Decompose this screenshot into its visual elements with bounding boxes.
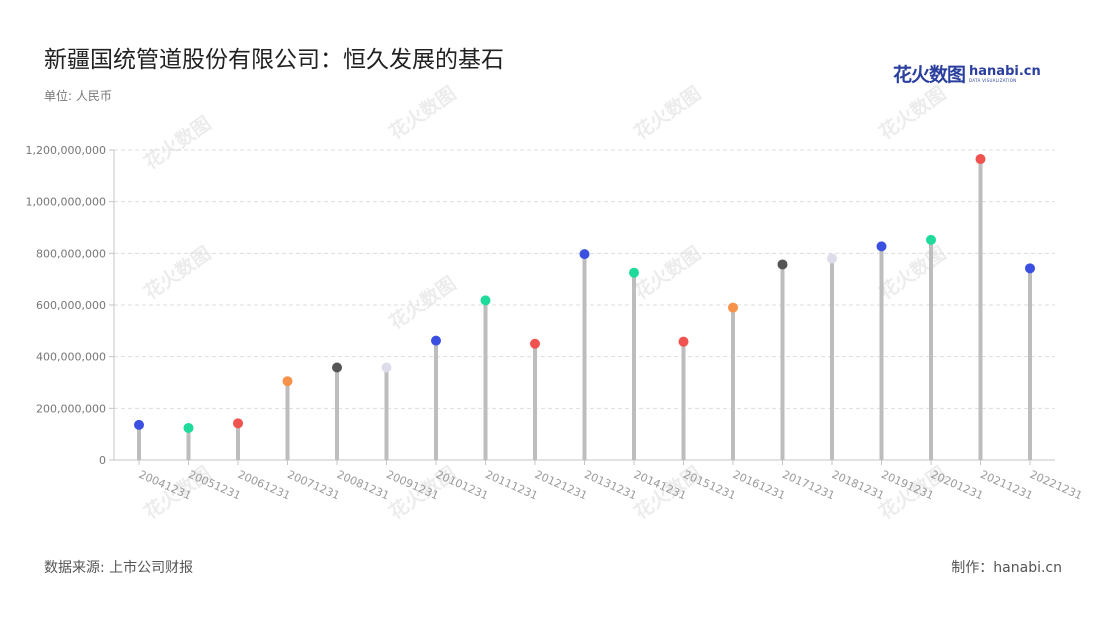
source-label: 数据来源: 上市公司财报: [44, 560, 194, 576]
lollipop-point: [926, 234, 936, 245]
watermark: 花火数图: [875, 82, 950, 144]
lollipop-point: [678, 336, 689, 347]
lollipop-point: [282, 376, 293, 387]
lollipop-point: [233, 418, 243, 429]
y-tick-label: 400,000,000: [36, 351, 106, 364]
x-tick-label: 20181231: [830, 468, 886, 503]
y-tick-label: 200,000,000: [36, 402, 106, 415]
watermark: 花火数图: [385, 272, 460, 334]
lollipop-point: [332, 362, 342, 373]
x-tick-label: 20131231: [582, 468, 638, 503]
y-tick-label: 1,200,000,000: [26, 144, 106, 157]
lollipop-point: [777, 259, 788, 270]
lollipop-point: [134, 419, 144, 430]
x-tick-label: 20111231: [483, 468, 539, 503]
brand-logo: 花火数图 hanabi.cn DATA VISUALIZATION: [893, 60, 1041, 87]
watermark: 花火数图: [630, 82, 705, 144]
x-tick-label: 20221231: [1028, 468, 1084, 503]
lollipop-point: [1025, 263, 1035, 274]
y-tick-label: 1,000,000,000: [26, 196, 106, 209]
watermark: 花火数图: [140, 242, 215, 304]
logo-text-en: hanabi.cn: [969, 63, 1041, 79]
x-tick-label: 20211231: [978, 468, 1034, 503]
chart-title: 新疆国统管道股份有限公司：恒久发展的基石: [44, 47, 504, 73]
x-tick-label: 20061231: [236, 468, 292, 503]
x-tick-label: 20081231: [335, 468, 391, 503]
x-tick-label: 20171231: [780, 468, 836, 503]
watermark: 花火数图: [385, 82, 460, 144]
watermark: 花火数图: [630, 242, 705, 304]
lollipop-point: [728, 302, 738, 313]
lollipop-point: [579, 249, 590, 260]
lollipop-point: [629, 267, 639, 278]
lollipop-point: [183, 422, 194, 433]
y-tick-label: 600,000,000: [36, 299, 106, 312]
logo-text-cn: 花火数图: [893, 64, 966, 86]
unit-label: 单位: 人民币: [44, 89, 112, 103]
y-tick-label: 0: [99, 454, 106, 467]
x-tick-label: 20071231: [285, 468, 341, 503]
lollipop-point: [480, 295, 491, 306]
watermark: 花火数图: [875, 242, 950, 304]
y-tick-label: 800,000,000: [36, 247, 106, 260]
lollipop-point: [530, 338, 540, 349]
lollipop-point: [827, 253, 837, 264]
lollipop-point: [381, 362, 392, 373]
credit-label: 制作：hanabi.cn: [951, 560, 1062, 576]
x-tick-label: 20121231: [533, 468, 589, 503]
logo-text-en-block: hanabi.cn DATA VISUALIZATION: [969, 65, 1041, 83]
lollipop-point: [876, 241, 887, 252]
lollipop-point: [975, 154, 986, 165]
lollipop-point: [431, 335, 441, 346]
x-tick-label: 20161231: [731, 468, 787, 503]
logo-subtext: DATA VISUALIZATION: [969, 77, 1017, 83]
watermark: 花火数图: [140, 112, 215, 174]
